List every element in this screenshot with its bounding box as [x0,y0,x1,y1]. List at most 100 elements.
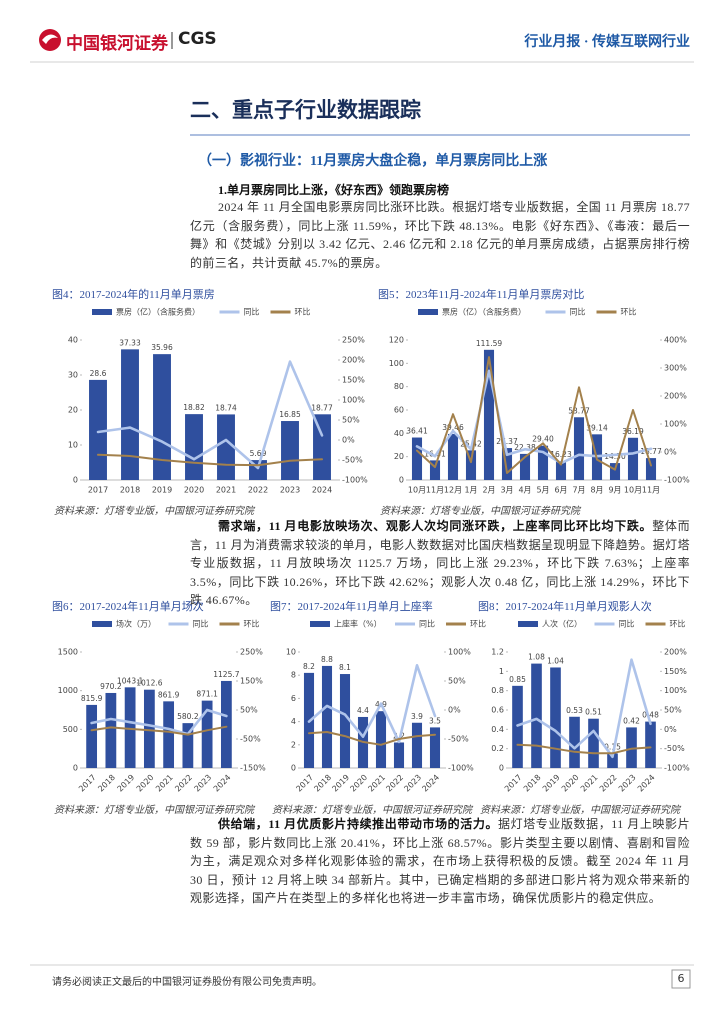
y-tick-label: 10 [68,441,78,450]
y2-tick-label: -100% [342,476,368,485]
y2-tick-label: 300% [664,364,687,373]
y-tick-label: 0.4 [491,725,504,734]
value-label: 0.48 [642,711,659,720]
x-tick-label: 2022 [384,773,405,794]
value-label: 3.9 [411,712,423,721]
x-tick-label: 11月 [642,486,660,495]
x-tick-label: 2月 [482,486,495,495]
line-series [307,664,437,744]
legend-label: 票房（亿）（含服务费） [116,307,200,317]
y2-tick-label: 100% [664,420,687,429]
bar [555,461,567,480]
value-label: 8.8 [321,655,333,664]
y-tick-label: 20 [394,452,404,461]
bar [519,453,531,480]
bar [182,723,194,768]
legend-label: 环比 [295,307,311,317]
value-label: 18.74 [215,403,237,412]
x-tick-label: 2020 [184,486,204,495]
logo-cn: 中国银河证券 [66,34,168,54]
heading: 1.单月票房同比上涨，《好东西》领跑票房榜 [218,183,450,197]
y2-tick-label: 200% [664,392,687,401]
y2-tick-label: 150% [342,376,365,385]
bar [645,721,656,768]
y2-tick-label: 400% [664,336,687,345]
legend-label: 环比 [670,619,686,629]
y2-tick-label: 100% [448,648,471,657]
x-tick-label: 2017 [503,773,524,794]
line-series [97,453,323,467]
y2-tick-label: 250% [342,336,365,345]
line-series [90,708,228,736]
x-tick-label: 8月 [590,486,603,495]
paragraph: 需求端，11 月电影放映场次、观影人次均同涨环跌，上座率同比环比均下跌。整体而言… [190,517,690,610]
bar [185,414,203,480]
figure-source: 资料来源：灯塔专业版，中国银河证券研究院 [380,506,580,517]
value-label: 37.33 [119,338,141,347]
bar [375,711,387,768]
y-tick-label: 1500 [58,648,78,657]
x-tick-label: 3月 [500,486,513,495]
bar [588,718,599,768]
bar [607,753,618,768]
value-label: 3.5 [429,716,441,725]
value-label: 580.2 [177,712,199,721]
legend-swatch [92,621,112,627]
y-tick-label: 0 [399,476,404,485]
bar [411,437,423,480]
x-tick-label: 2019 [330,773,351,794]
y-tick-label: 1000 [58,686,78,695]
x-tick-label: 2019 [541,773,562,794]
logo-swirl [42,34,58,44]
value-label: 0.53 [566,706,583,715]
value-label: 815.9 [81,694,103,703]
x-tick-label: 2017 [88,486,108,495]
bar [153,354,171,480]
figure-source: 资料来源：灯塔专业版，中国银河证券研究院 [54,805,254,816]
value-label: 111.59 [476,339,502,348]
x-tick-label: 2019 [116,773,137,794]
bar [465,450,477,480]
y-tick-label: 500 [63,725,78,734]
paragraph: 供给端，11 月优质影片持续推出带动市场的活力。据灯塔专业版数据，11 月上映影… [190,815,690,908]
bar [313,414,331,480]
value-label: 1043.1 [117,676,143,685]
y-tick-label: 30 [68,371,78,380]
y-tick-label: 120 [389,336,404,345]
x-tick-label: 1月 [464,486,477,495]
bar [220,680,232,768]
report-type: 行业月报 · 传媒互联网行业 [524,35,690,50]
bar [645,458,657,480]
legend-label: 同比 [570,307,586,317]
y2-tick-label: 0% [342,436,355,445]
bar [569,716,580,768]
x-tick-label: 4月 [518,486,531,495]
legend-label: 同比 [419,619,435,629]
bar [447,433,459,480]
x-tick-label: 2018 [522,773,543,794]
x-tick-label: 10月 [624,486,642,495]
value-label: 0.51 [585,708,602,717]
y-tick-label: 0.8 [491,686,504,695]
x-tick-label: 2024 [312,486,332,495]
bar [86,704,98,768]
y-tick-label: 0 [73,476,78,485]
y2-tick-label: 0% [664,448,677,457]
x-tick-label: 6月 [554,486,567,495]
subsection-title: （一）影视行业：11月票房大盘企稳，单月票房同比上涨 [198,154,548,169]
y-tick-label: 4 [291,717,296,726]
x-tick-label: 2021 [579,773,600,794]
section-title: 二、重点子行业数据跟踪 [190,98,421,122]
value-label: 28.6 [90,369,107,378]
y2-tick-label: 150% [240,677,263,686]
legend-swatch [418,309,438,315]
paragraph-lead: 供给端，11 月优质影片持续推出带动市场的活力。 [218,817,499,831]
bar [393,742,405,768]
line-series [516,658,652,759]
value-label: 39.46 [442,423,464,432]
y-tick-label: 2 [291,740,296,749]
bar [573,417,585,480]
figure-title: 图8：2017-2024年11月单月观影人次 [478,601,652,613]
y-tick-label: 8 [291,671,296,680]
